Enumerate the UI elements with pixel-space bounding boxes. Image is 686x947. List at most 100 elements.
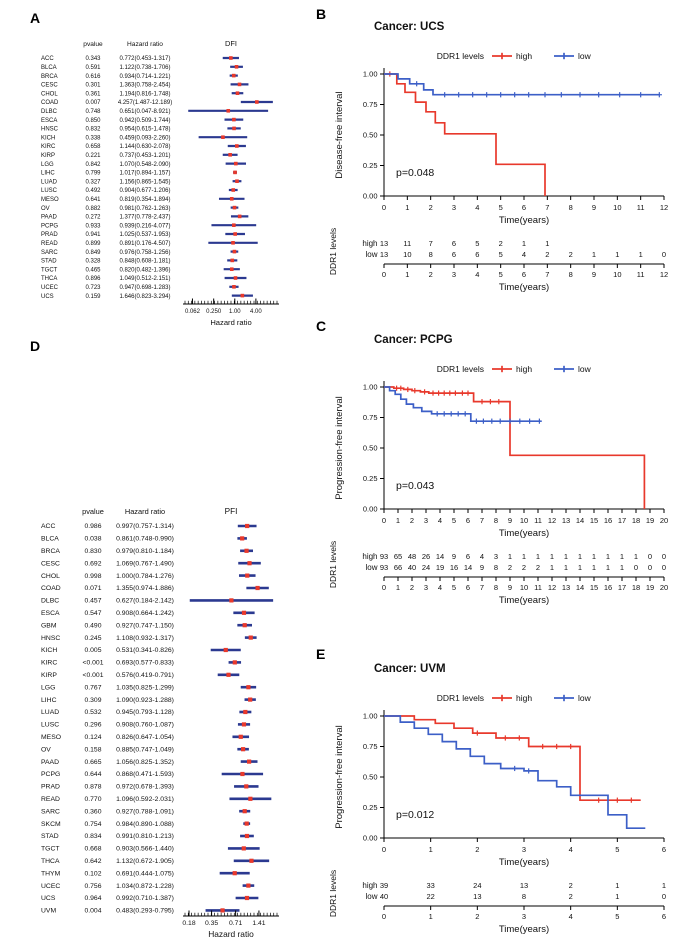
row-pvalue: 0.665 bbox=[84, 759, 101, 766]
row-pvalue: 0.641 bbox=[85, 197, 101, 203]
hr-marker bbox=[221, 135, 225, 139]
y-tick-label: 0.75 bbox=[363, 413, 378, 422]
legend-label-low: low bbox=[578, 364, 592, 374]
hr-marker bbox=[229, 598, 234, 603]
row-hr-ci-text: 0.891(0.176-4.507) bbox=[119, 241, 170, 247]
x-tick-label: 10 bbox=[520, 516, 528, 525]
x-tick-label: 11 bbox=[637, 203, 645, 212]
row-hr-ci-text: 0.903(0.566-1.440) bbox=[116, 846, 174, 853]
y-tick-label: 0.75 bbox=[363, 742, 378, 751]
hr-marker bbox=[232, 126, 236, 131]
x-tick-label: 1.00 bbox=[229, 309, 241, 315]
risk-count: 2 bbox=[508, 563, 512, 572]
cancer-name: LGG bbox=[41, 684, 55, 691]
hr-marker bbox=[244, 895, 250, 901]
row-pvalue: 0.756 bbox=[84, 883, 101, 890]
cancer-name: LUSC bbox=[41, 188, 58, 194]
cancer-name: PRAD bbox=[41, 784, 60, 791]
cancer-name: HNSC bbox=[41, 635, 60, 642]
row-pvalue: 0.360 bbox=[84, 808, 101, 815]
risk-row-label-high: high bbox=[362, 881, 377, 890]
risk-table-title: DDR1 levels bbox=[328, 870, 338, 917]
forest-plot-pfi: pvalue Hazard ratio PFI ACC 0.986 0.997(0.757… bbox=[33, 500, 313, 947]
risk-x-tick-label: 10 bbox=[520, 583, 528, 592]
risk-count: 93 bbox=[380, 552, 388, 561]
row-hr-ci-text: 0.908(0.664-1.242) bbox=[116, 610, 174, 617]
risk-table-title: DDR1 levels bbox=[328, 541, 338, 588]
row-hr-ci-text: 0.976(0.758-1.256) bbox=[119, 250, 170, 256]
x-tick-label: 7 bbox=[480, 516, 484, 525]
hr-marker bbox=[220, 908, 225, 913]
cancer-name: MESO bbox=[41, 734, 61, 741]
row-pvalue: 0.547 bbox=[84, 610, 101, 617]
risk-count: 1 bbox=[615, 881, 619, 890]
row-hr-ci-text: 1.355(0.974-1.886) bbox=[116, 585, 174, 592]
row-pvalue: 0.842 bbox=[85, 162, 101, 168]
hr-marker bbox=[244, 833, 250, 839]
panel-label-c: C bbox=[316, 318, 327, 334]
risk-x-tick-label: 12 bbox=[660, 270, 668, 279]
x-tick-label: 1 bbox=[405, 203, 409, 212]
risk-count: 6 bbox=[475, 250, 479, 259]
forest-svg-d: pvalue Hazard ratio PFI ACC 0.986 0.997(0.757… bbox=[41, 507, 279, 939]
cancer-name: LIHC bbox=[41, 697, 57, 704]
row-pvalue: 0.245 bbox=[84, 635, 101, 642]
risk-x-tick-label: 12 bbox=[548, 583, 556, 592]
panel-title: Cancer: UVM bbox=[374, 663, 446, 675]
cancer-name: PCPG bbox=[41, 223, 58, 229]
risk-count: 2 bbox=[536, 563, 540, 572]
hr-marker bbox=[237, 82, 242, 87]
risk-count: 1 bbox=[545, 239, 549, 248]
risk-count: 14 bbox=[464, 563, 472, 572]
risk-count: 0 bbox=[648, 552, 652, 561]
row-pvalue: 0.964 bbox=[84, 895, 101, 902]
y-tick-label: 1.00 bbox=[363, 712, 378, 721]
forest-svg-a: pvalue Hazard ratio DFI ACC 0.343 0.772(0.453… bbox=[41, 39, 279, 327]
hr-marker bbox=[243, 709, 248, 715]
cancer-name: DLBC bbox=[41, 598, 59, 605]
row-hr-ci-text: 0.979(0.810-1.184) bbox=[116, 548, 174, 555]
risk-count: 0 bbox=[648, 563, 652, 572]
y-tick-label: 0.00 bbox=[363, 192, 378, 201]
hr-marker bbox=[245, 573, 250, 578]
x-tick-label: 1 bbox=[429, 845, 433, 854]
cancer-name: HNSC bbox=[41, 127, 59, 133]
row-hr-ci-text: 0.997(0.757-1.314) bbox=[116, 523, 174, 530]
row-hr-ci-text: 1.108(0.932-1.317) bbox=[116, 635, 174, 642]
hr-marker bbox=[237, 214, 242, 219]
cancer-name: BRCA bbox=[41, 74, 58, 80]
row-hr-ci-text: 0.885(0.747-1.049) bbox=[116, 746, 174, 753]
row-hr-ci-text: 1.122(0.738-1.706) bbox=[119, 65, 170, 71]
risk-count: 2 bbox=[569, 892, 573, 901]
x-tick-label: 2 bbox=[475, 845, 479, 854]
x-tick-label: 19 bbox=[646, 516, 654, 525]
hr-marker bbox=[241, 610, 247, 615]
cancer-name: THYM bbox=[41, 870, 61, 877]
hr-marker bbox=[242, 809, 247, 814]
risk-count: 0 bbox=[662, 552, 666, 561]
risk-table-title: DDR1 levels bbox=[328, 228, 338, 275]
risk-count: 13 bbox=[473, 892, 481, 901]
row-pvalue: 0.591 bbox=[85, 65, 101, 71]
risk-x-tick-label: 0 bbox=[382, 583, 386, 592]
row-hr-ci-text: 0.772(0.453-1.317) bbox=[119, 56, 170, 62]
x-tick-label: 7 bbox=[545, 203, 549, 212]
hr-marker bbox=[247, 561, 252, 566]
row-hr-ci-text: 0.737(0.453-1.201) bbox=[119, 153, 170, 159]
risk-x-tick-label: 7 bbox=[545, 270, 549, 279]
hr-marker bbox=[247, 759, 252, 764]
cancer-name: TGCT bbox=[41, 846, 60, 853]
hr-marker bbox=[246, 883, 251, 888]
hr-marker bbox=[244, 821, 249, 826]
col-header-hazard-ratio: Hazard ratio bbox=[127, 41, 163, 48]
cancer-name: BLCA bbox=[41, 65, 57, 71]
km-plot-uvm: Cancer: UVM DDR1 levels high low 0.00 0.25 0.5… bbox=[320, 642, 686, 947]
risk-count: 1 bbox=[615, 892, 619, 901]
legend-title: DDR1 levels bbox=[437, 51, 484, 61]
risk-x-tick-label: 19 bbox=[646, 583, 654, 592]
row-pvalue: 0.799 bbox=[85, 171, 101, 177]
risk-x-tick-label: 1 bbox=[396, 583, 400, 592]
row-pvalue: 0.830 bbox=[84, 548, 101, 555]
row-hr-ci-text: 1.069(0.767-1.490) bbox=[116, 560, 174, 567]
